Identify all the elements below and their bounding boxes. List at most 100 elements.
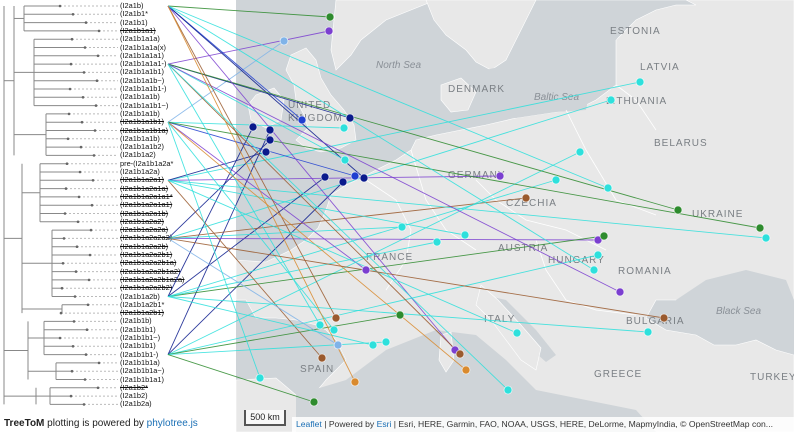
tree-leaf-label[interactable]: (I2a1b1b1~) xyxy=(120,333,161,342)
tree-leaf-label[interactable]: (I2a1b1a2b) xyxy=(120,291,160,301)
tree-tip-node xyxy=(92,154,96,157)
country-label-bulgaria: BULGARIA xyxy=(626,316,685,327)
tree-leaf-label[interactable]: (I2a1b1a1b) xyxy=(120,92,160,102)
tree-tip-node xyxy=(64,187,68,190)
tree-tip-node xyxy=(78,170,82,174)
tree-tip-node xyxy=(83,46,87,49)
tree-tip-node xyxy=(71,13,75,16)
tree-leaf-label[interactable]: (I2a1b1a1b) xyxy=(120,108,160,118)
tree-tip-node xyxy=(65,162,69,165)
tree-leaf-label[interactable]: (I2a1b1a2a2a2) xyxy=(120,233,173,243)
leaflet-link[interactable]: Leaflet xyxy=(296,419,322,429)
tree-leaf-label[interactable]: (I2a1b1a2a1b) xyxy=(120,208,169,218)
tree-leaf-label[interactable]: (I2a1b1* xyxy=(120,9,148,19)
country-label-germany: GERMANY xyxy=(448,170,506,181)
country-label-france: FRANCE xyxy=(366,252,414,263)
tree-leaf-label[interactable]: (I2a1b1a1b) xyxy=(120,133,160,143)
tree-leaf-label[interactable]: (I2a1b1a2) xyxy=(120,150,156,160)
country-label-belarus: BELARUS xyxy=(654,138,708,149)
tree-tip-node xyxy=(72,320,76,323)
tree-leaf-label[interactable]: (I2a1b1b1a1) xyxy=(120,374,164,384)
tree-leaf-label[interactable]: (I2a1b1a1b2) xyxy=(120,142,164,152)
country-label-hungary: HUNGARY xyxy=(548,255,605,266)
map-attribution: Leaflet | Powered by Esri | Esri, HERE, … xyxy=(292,417,794,432)
tree-tip-node xyxy=(89,228,93,232)
country-label-lithuania: LITHUANIA xyxy=(606,96,668,107)
tree-leaf-label[interactable]: (I2a1b1a1b~) xyxy=(120,75,165,85)
tree-tip-node xyxy=(83,378,87,381)
tree-leaf-label[interactable]: (I2a1b1a1a(x) xyxy=(120,42,167,52)
tree-leaf-label[interactable]: (I2a1b1a1a1-) xyxy=(120,59,167,69)
tree-leaf-label[interactable]: pre-(I2a1b1a2a* xyxy=(120,158,174,168)
phylogenetic-tree xyxy=(3,4,118,406)
tree-leaf-label[interactable]: (I2a1b1a2a1a) xyxy=(120,183,169,193)
tree-tip-node xyxy=(96,386,100,390)
sea-label-baltic-sea: Baltic Sea xyxy=(534,92,580,103)
tree-leaf-label[interactable]: (I2a1b1a2a1) xyxy=(120,175,164,185)
tree-leaf-label[interactable]: (I2a1b1a1b1) xyxy=(120,117,164,127)
tree-tip-node xyxy=(69,62,73,66)
tree-tip-node xyxy=(59,311,63,315)
country-label-latvia: LATVIA xyxy=(640,62,680,73)
tree-leaf-label[interactable]: (I2a1b2* xyxy=(120,382,148,392)
tree-tip-node xyxy=(80,120,84,124)
tree-leaf-label[interactable]: (I2a1b1a2a2b1a) xyxy=(120,258,177,268)
tree-leaf-label[interactable]: (I2a1b1a2a2b1) xyxy=(120,250,173,259)
tree-leaf-label[interactable]: (I2a1b1b1) xyxy=(120,324,156,334)
tree-leaf-label[interactable]: (I2a1b1a2b1* xyxy=(120,299,165,309)
phylotree-link[interactable]: phylotree.js xyxy=(146,418,198,429)
tree-leaf-label[interactable]: (I2a1b) xyxy=(120,1,144,10)
tree-leaf-label[interactable]: (I2a1b1b) xyxy=(120,316,152,326)
tree-leaf-label[interactable]: (I2a1b1) xyxy=(120,17,148,27)
tree-tip-node xyxy=(97,29,101,33)
country-label-greece: GREECE xyxy=(594,369,643,380)
tree-leaf-label[interactable]: (I2a1b1a2a2b1a2) xyxy=(120,266,181,276)
phylogenetic-tree-panel[interactable]: (I2a1b) (I2a1b1* (I2a1b1) (I2a1b1a1) (I2a1b1… xyxy=(0,0,236,432)
tree-leaf-label[interactable]: (I2a1b2) xyxy=(120,391,148,401)
tree-tip-node xyxy=(85,328,89,332)
tree-tip-node xyxy=(88,253,92,257)
tree-leaf-label[interactable]: (I2a1b1a2a2) xyxy=(120,216,164,226)
tree-tip-node xyxy=(68,87,72,91)
tree-leaf-label[interactable]: (I2a1b1a2a2b2) xyxy=(120,283,173,293)
tree-tip-node xyxy=(82,71,86,74)
tree-tip-node xyxy=(70,369,74,373)
tree-tip-node xyxy=(93,129,97,132)
sea-label-black-sea: Black Sea xyxy=(716,306,762,317)
tree-leaf-label[interactable]: (I2a1b2a) xyxy=(120,399,152,409)
tree-leaf-label[interactable]: (I2a1b1a1a1) xyxy=(120,50,164,60)
water-black-sea xyxy=(676,270,794,335)
tree-tip-node xyxy=(76,220,80,224)
tree-leaf-label[interactable]: (I2a1b1a2a2b) xyxy=(120,241,169,251)
tree-leaf-label[interactable]: (I2a1b1a2a2a) xyxy=(120,225,169,235)
esri-link[interactable]: Esri xyxy=(376,419,392,429)
tree-leaf-label[interactable]: (I2a1b1a2a1a1* xyxy=(120,191,173,201)
country-label-spain: SPAIN xyxy=(300,364,335,375)
tree-leaf-label[interactable]: (I2a1b1b1-) xyxy=(120,349,159,359)
tree-tip-node xyxy=(75,245,79,248)
country-label-united-kingdom: UNITED KINGDOM xyxy=(288,100,343,124)
tree-tip-node xyxy=(95,79,99,82)
tree-leaf-label[interactable]: (I2a1b1a2a) xyxy=(120,167,160,176)
tree-leaf-label[interactable]: (I2a1b1a1b1~) xyxy=(120,100,169,110)
tree-tip-node xyxy=(62,237,66,240)
land-ireland xyxy=(247,87,285,129)
tree-leaf-label[interactable]: (I2a1b1a2b1) xyxy=(120,308,164,318)
tree-leaf-label[interactable]: (I2a1b1a1b1a) xyxy=(120,125,169,135)
tree-tip-node xyxy=(73,295,77,298)
tree-leaf-label[interactable]: (I2a1b1b1a) xyxy=(120,357,160,367)
tree-tip-node xyxy=(84,21,88,24)
tree-tip-node xyxy=(86,303,90,307)
tree-tip-node xyxy=(66,137,70,141)
tree-leaf-label[interactable]: (I2a1b1a1b1-) xyxy=(120,84,167,93)
tree-leaf-label[interactable]: (I2a1b1b1) xyxy=(120,341,156,351)
tree-leaf-label[interactable]: (I2a1b1a1b1) xyxy=(120,67,164,77)
tree-leaf-label[interactable]: (I2a1b1a2a1a1) xyxy=(120,200,173,210)
map-panel[interactable]: ESTONIA LATVIA DENMARK LITHUANIA UNITED … xyxy=(236,0,794,432)
country-label-turkey: TURKEY xyxy=(750,372,794,383)
tree-tip-node xyxy=(90,203,94,207)
tree-leaf-label[interactable]: (I2a1b1a1a) xyxy=(120,34,160,44)
tree-leaf-label[interactable]: (I2a1b1b1a~) xyxy=(120,366,165,376)
tree-leaf-label[interactable]: (I2a1b1a1) xyxy=(120,25,156,35)
tree-leaf-label[interactable]: (I2a1b1a2a2b1a2a) xyxy=(120,274,185,284)
